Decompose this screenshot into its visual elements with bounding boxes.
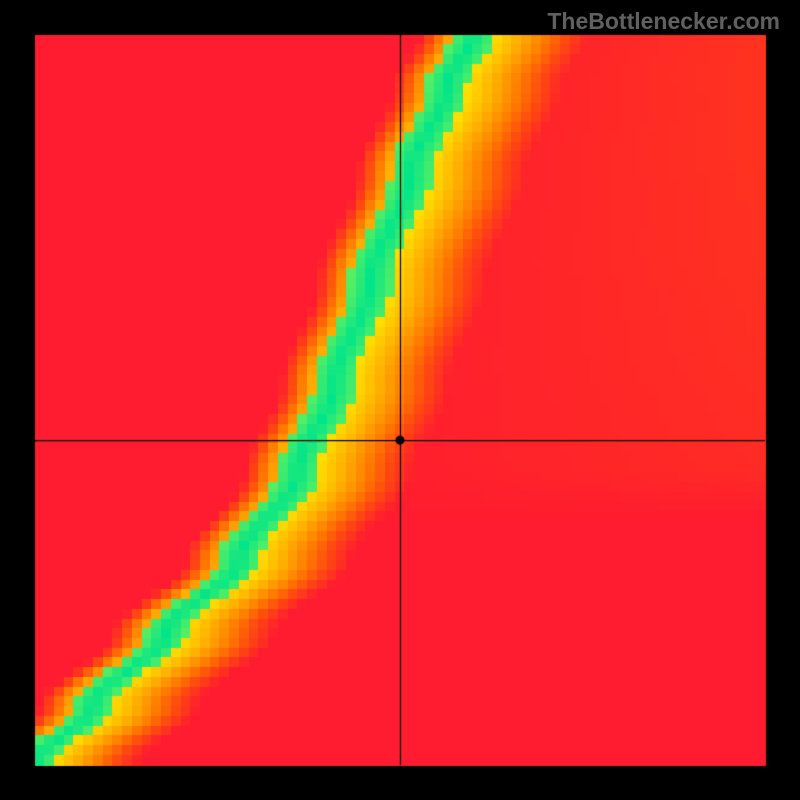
watermark-text: TheBottlenecker.com [547, 8, 780, 35]
bottleneck-heatmap [0, 0, 800, 800]
chart-container: TheBottlenecker.com [0, 0, 800, 800]
